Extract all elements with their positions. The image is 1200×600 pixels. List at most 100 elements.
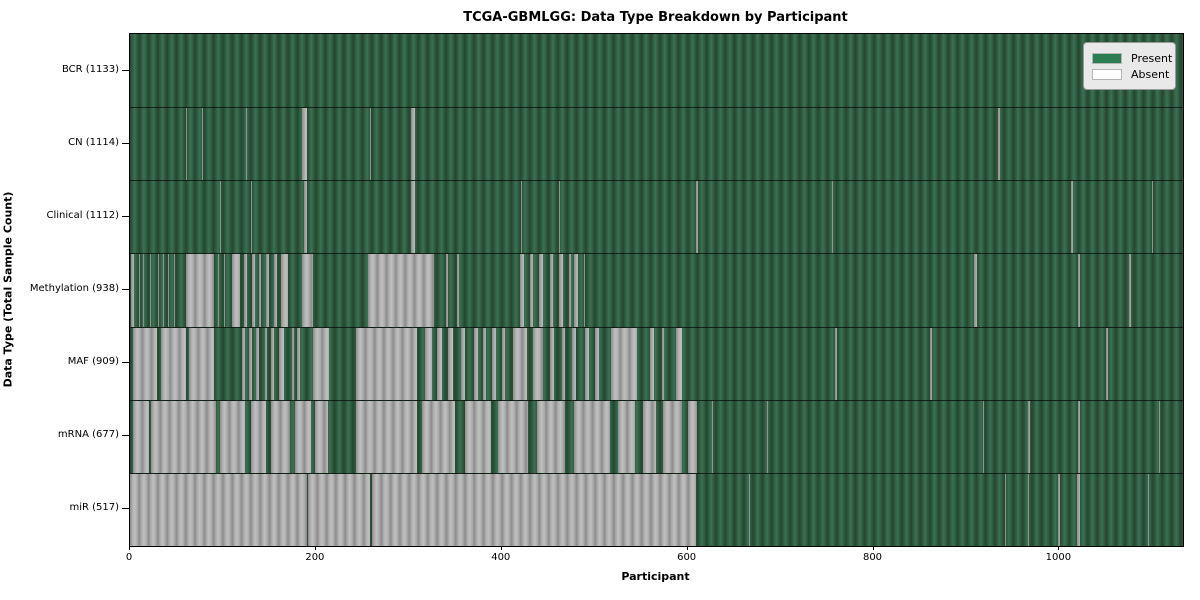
absent-segment	[150, 254, 152, 327]
absent-segment	[241, 327, 246, 400]
chart-row-MAF	[130, 326, 1183, 400]
chart-row-Methylation	[130, 253, 1183, 327]
chart-row-miR	[130, 472, 1183, 546]
absent-segment	[562, 327, 565, 400]
absent-segment	[1152, 181, 1154, 254]
absent-segment	[168, 254, 170, 327]
x-tick-label: 0	[125, 552, 133, 563]
absent-segment	[1158, 400, 1160, 473]
absent-segment	[473, 327, 478, 400]
absent-segment	[160, 327, 186, 400]
legend: Present Absent	[1083, 42, 1176, 90]
absent-segment	[1071, 181, 1074, 254]
absent-segment	[715, 400, 717, 473]
x-tick-label: 200	[305, 552, 325, 563]
absent-segment	[794, 473, 796, 546]
absent-segment	[424, 327, 433, 400]
absent-segment	[521, 181, 523, 254]
absent-segment	[202, 108, 204, 181]
absent-segment	[220, 181, 222, 254]
absent-segment	[367, 254, 434, 327]
absent-segment	[410, 181, 416, 254]
absent-segment	[355, 327, 418, 400]
x-tick-mark	[314, 546, 316, 550]
absent-segment	[251, 254, 255, 327]
absent-segment	[355, 400, 418, 473]
absent-segment	[246, 108, 248, 181]
y-tick-mark	[122, 142, 129, 144]
absent-segment	[533, 327, 543, 400]
absent-segment	[538, 254, 543, 327]
absent-segment	[766, 400, 768, 473]
chart-row-mRNA	[130, 399, 1183, 473]
absent-segment	[594, 327, 600, 400]
absent-segment	[264, 327, 267, 400]
absent-segment	[132, 400, 149, 473]
absent-segment	[1027, 400, 1030, 473]
x-tick-label: 600	[677, 552, 697, 563]
x-tick-mark	[872, 546, 874, 550]
absent-segment	[274, 254, 277, 327]
absent-segment	[371, 473, 696, 546]
absent-segment	[661, 327, 665, 400]
absent-segment	[303, 181, 308, 254]
absent-segment	[130, 254, 134, 327]
absent-segment	[695, 181, 698, 254]
absent-segment	[297, 327, 301, 400]
absent-segment	[574, 400, 610, 473]
absent-segment	[460, 327, 465, 400]
absent-segment	[173, 254, 175, 327]
x-tick-label: 400	[491, 552, 511, 563]
absent-segment	[998, 108, 1000, 181]
absent-segment	[130, 473, 307, 546]
y-tick-label-mRNA: mRNA (677)	[57, 429, 119, 441]
absent-segment	[583, 254, 586, 327]
chart-title: TCGA-GBMLGG: Data Type Breakdown by Part…	[463, 10, 848, 25]
absent-segment	[256, 327, 260, 400]
x-tick-mark	[129, 546, 130, 550]
absent-segment	[291, 327, 294, 400]
absent-segment	[1077, 254, 1080, 327]
absent-segment	[983, 400, 985, 473]
absent-segment	[520, 254, 525, 327]
absent-segment	[369, 108, 371, 181]
absent-segment	[585, 327, 590, 400]
y-tick-mark	[122, 508, 129, 510]
absent-segment	[271, 400, 290, 473]
absent-segment	[559, 181, 561, 254]
absent-segment	[445, 254, 448, 327]
absent-segment	[278, 327, 285, 400]
y-tick-mark	[122, 69, 129, 71]
absent-segment	[609, 181, 611, 254]
absent-segment	[301, 108, 308, 181]
absent-segment	[220, 400, 246, 473]
absent-segment	[281, 254, 288, 327]
y-tick-label-MAF: MAF (909)	[67, 356, 119, 368]
legend-item: Absent	[1092, 68, 1169, 81]
y-tick-label-miR: miR (517)	[69, 502, 119, 514]
absent-segment	[271, 327, 275, 400]
absent-segment	[568, 254, 571, 327]
absent-segment	[265, 254, 270, 327]
x-tick-mark	[686, 546, 688, 550]
absent-segment	[835, 327, 838, 400]
absent-segment	[157, 254, 159, 327]
x-axis-label: Participant	[621, 570, 690, 583]
absent-segment	[498, 400, 528, 473]
absent-segment	[831, 181, 833, 254]
absent-segment	[617, 400, 635, 473]
absent-segment	[537, 400, 565, 473]
absent-segment	[512, 327, 527, 400]
absent-segment	[250, 181, 252, 254]
absent-segment	[259, 254, 262, 327]
absent-segment	[314, 400, 328, 473]
absent-segment	[973, 254, 977, 327]
absent-segment	[748, 473, 750, 546]
y-tick-label-BCR: BCR (1133)	[61, 63, 119, 75]
plot-area	[129, 33, 1184, 547]
absent-segment	[559, 254, 564, 327]
absent-segment	[139, 254, 141, 327]
x-tick-label: 800	[862, 552, 883, 563]
absent-segment	[436, 327, 443, 400]
